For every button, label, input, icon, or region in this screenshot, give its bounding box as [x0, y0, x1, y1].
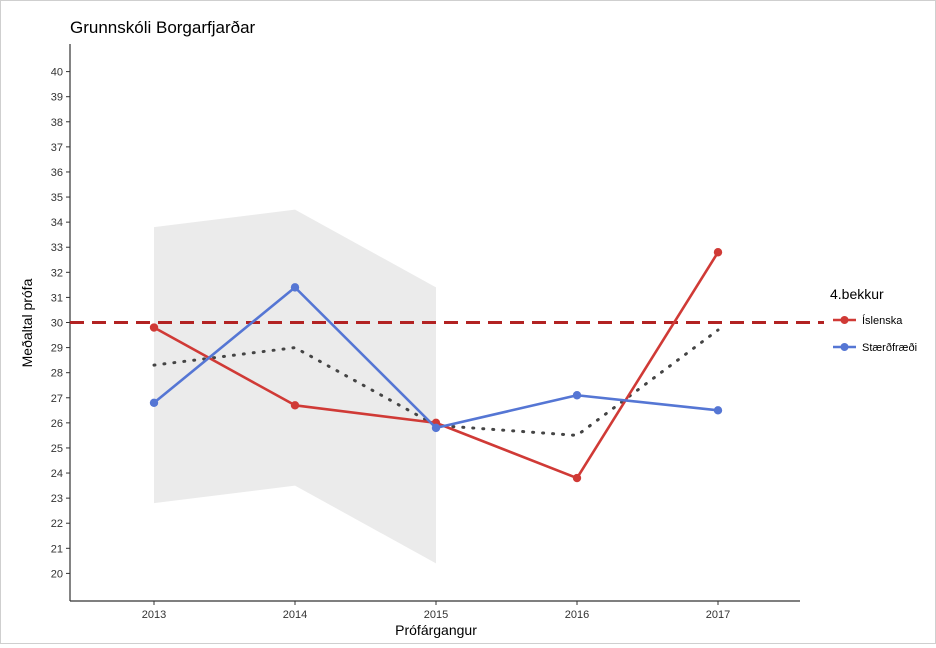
- y-tick-label: 34: [51, 217, 63, 229]
- series-point: [431, 423, 441, 433]
- series-point: [713, 406, 723, 415]
- y-tick-label: 38: [51, 117, 63, 129]
- x-tick-label: 2014: [283, 609, 307, 621]
- y-tick-label: 40: [51, 67, 63, 79]
- y-axis-title: Meðaltal prófa: [19, 278, 35, 367]
- y-tick-label: 28: [51, 368, 63, 380]
- legend: 4.bekkur Íslenska Stærðfræði: [830, 286, 917, 354]
- y-tick-label: 23: [51, 493, 63, 505]
- series-layer: [149, 248, 723, 483]
- y-tick-label: 25: [51, 443, 63, 455]
- y-tick-label: 29: [51, 343, 63, 355]
- series-point: [149, 323, 159, 332]
- series-point: [572, 473, 582, 483]
- y-tick-label: 27: [51, 393, 63, 405]
- y-tick-label: 36: [51, 167, 63, 179]
- legend-swatch-point: [840, 316, 849, 324]
- legend-swatch-point: [840, 343, 849, 351]
- y-tick-label: 26: [51, 418, 63, 430]
- y-tick-label: 39: [51, 92, 63, 104]
- y-tick-label: 30: [51, 318, 63, 330]
- legend-label: Stærðfræði: [862, 342, 917, 354]
- series-point: [572, 391, 582, 400]
- confidence-band-layer: [154, 209, 436, 564]
- x-axis-title: Prófárgangur: [395, 622, 477, 638]
- series-point: [290, 401, 300, 410]
- y-tick-label: 20: [51, 568, 63, 580]
- y-tick-label: 35: [51, 192, 63, 204]
- y-tick-label: 32: [51, 267, 63, 279]
- y-tick-label: 37: [51, 142, 63, 154]
- y-tick-label: 31: [51, 292, 63, 304]
- series-point: [290, 283, 300, 292]
- confidence-band: [154, 209, 436, 564]
- legend-title: 4.bekkur: [830, 286, 884, 302]
- x-tick-label: 2017: [706, 609, 730, 621]
- y-tick-label: 33: [51, 242, 63, 254]
- y-tick-label: 21: [51, 543, 63, 555]
- x-tick-label: 2015: [424, 609, 448, 621]
- x-tick-label: 2013: [142, 609, 166, 621]
- series-point: [149, 398, 159, 407]
- series-point: [713, 248, 723, 257]
- legend-label: Íslenska: [862, 314, 903, 327]
- y-tick-label: 24: [51, 468, 63, 480]
- x-tick-label: 2016: [565, 609, 589, 621]
- y-tick-label: 22: [51, 518, 63, 530]
- chart-title: Grunnskóli Borgarfjarðar: [70, 18, 256, 37]
